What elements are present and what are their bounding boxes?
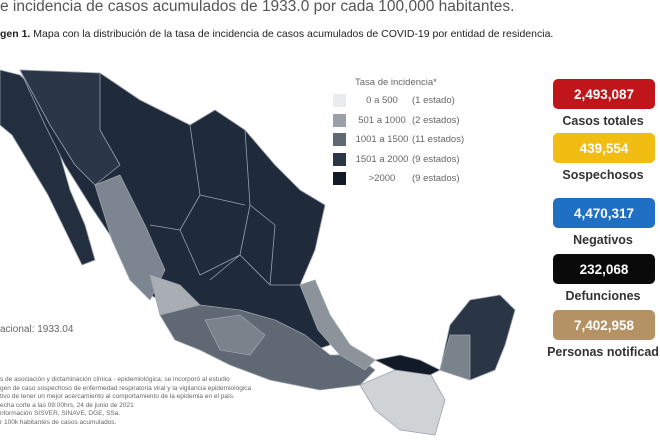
legend-item: 1001 a 1500 (11 estados): [333, 130, 464, 150]
note-line: s de asociación y dictaminación clínica …: [0, 376, 230, 383]
legend-count: (11 estados): [412, 134, 465, 146]
note-line: echa corte a las 09:00hrs, 24 de junio d…: [0, 401, 134, 409]
map-region: [374, 354, 441, 376]
stat-value: 232,068: [553, 254, 655, 284]
title: e incidencia de casos acumulados de 1933…: [0, 0, 515, 15]
map-region: [19, 69, 121, 186]
caption-label: gen 1.: [0, 28, 31, 40]
legend-title: Tasa de incidencia*: [355, 77, 437, 88]
legend-swatch: [333, 94, 346, 108]
note-line: tivo de tener un mejor acercamiento al c…: [0, 393, 235, 401]
legend-item: 0 a 500 (1 estado): [333, 91, 464, 111]
notes: s de asociación y dictaminación clínica …: [0, 376, 251, 428]
stat-label: Sospechosos: [562, 168, 644, 182]
stat-value: 2,493,087: [553, 79, 655, 109]
legend-range: 1501 a 2000: [355, 153, 409, 165]
caption: gen 1. Mapa con la distribución de la ta…: [0, 28, 553, 40]
legend-swatch: [333, 133, 346, 147]
stat-label: Casos totales: [562, 114, 644, 128]
stat-label: Personas notificad: [547, 345, 659, 359]
legend-swatch: [333, 152, 346, 166]
legend-item: 1501 a 2000 (9 estados): [333, 150, 464, 170]
state-border: [149, 124, 300, 286]
legend-count: (2 estados): [412, 114, 460, 126]
national-rate: acional: 1933.04: [0, 324, 74, 335]
note-line: gen de caso sospechoso de enfermedad res…: [0, 384, 252, 392]
stat-label: Negativos: [573, 233, 633, 247]
legend-item: 501 a 1000 (2 estados): [333, 111, 464, 131]
map: [0, 69, 516, 436]
caption-text: Mapa con la distribución de la tasa de i…: [33, 28, 554, 40]
stat-value: 7,402,958: [553, 310, 655, 340]
stat-value: 439,554: [553, 133, 655, 163]
note-line: nformación SISVER, SINAVE, DGE, SSa.: [0, 410, 121, 418]
legend: Tasa de incidencia* 0 a 500 (1 estado) 501…: [333, 77, 464, 189]
map-region: [359, 369, 446, 436]
legend-range: 0 a 500: [366, 95, 398, 107]
legend-range: 501 a 1000: [358, 114, 406, 126]
legend-swatch: [333, 172, 346, 186]
stat-label: Defunciones: [565, 289, 641, 303]
map-region: [204, 314, 266, 356]
note-line: r 100k habitantes de casos acumulados.: [0, 418, 117, 426]
legend-count: (1 estado): [412, 95, 455, 107]
stat-value: 4,470,317: [553, 198, 655, 228]
legend-swatch: [333, 113, 346, 127]
legend-range: 1001 a 1500: [355, 134, 409, 146]
legend-item: >2000 (9 estados): [333, 169, 464, 189]
legend-count: (9 estados): [412, 153, 460, 165]
legend-count: (9 estados): [412, 173, 460, 185]
map-region: [439, 334, 471, 381]
legend-range: >2000: [368, 173, 396, 185]
